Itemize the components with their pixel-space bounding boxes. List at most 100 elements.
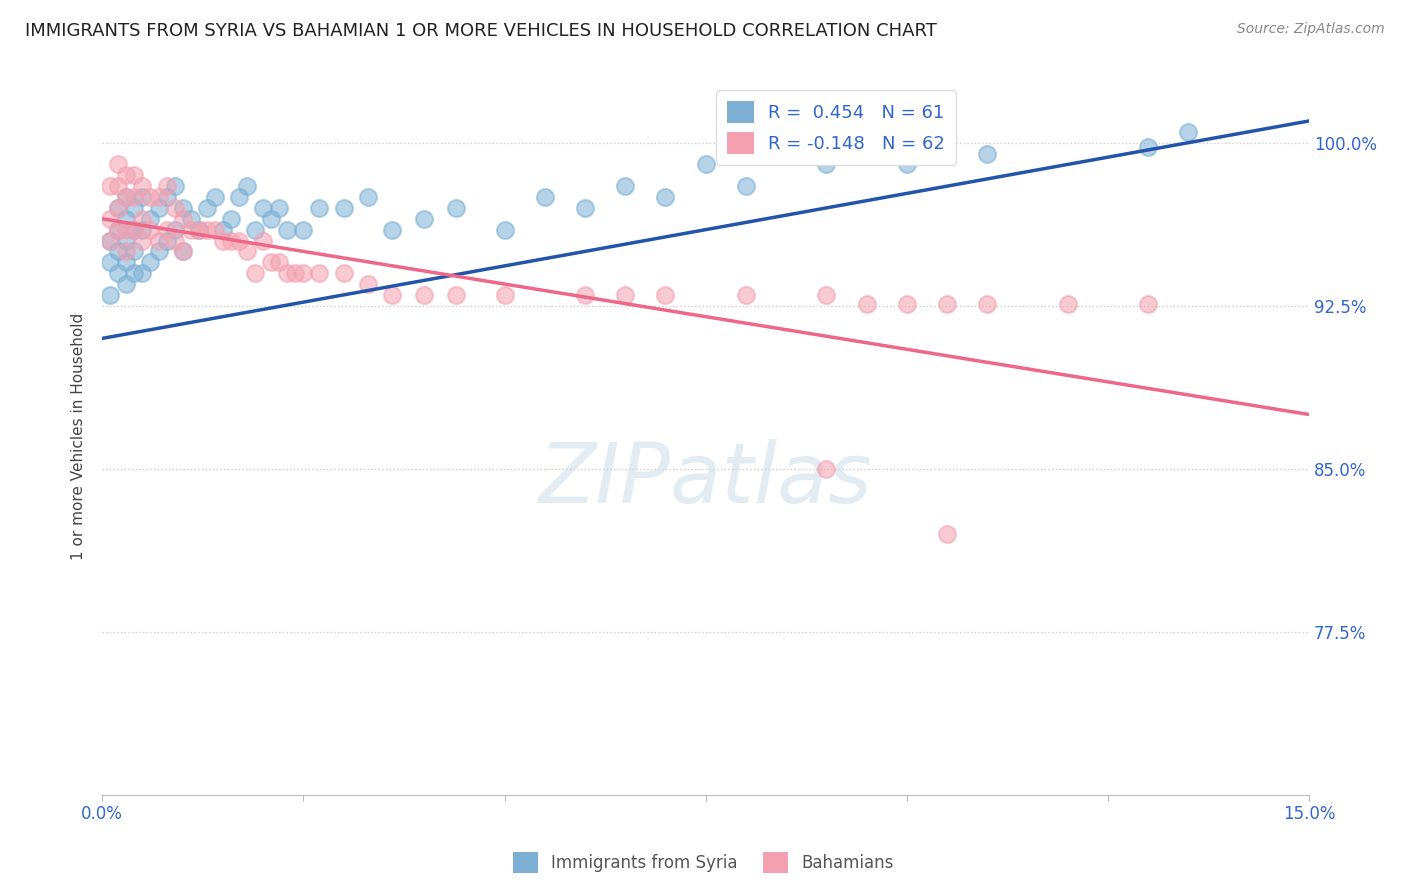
Point — [381, 222, 404, 236]
Point — [107, 222, 129, 236]
Point — [139, 190, 162, 204]
Point — [236, 244, 259, 259]
Point — [936, 296, 959, 310]
Point — [115, 222, 138, 236]
Point — [204, 222, 226, 236]
Point — [163, 179, 186, 194]
Point — [163, 222, 186, 236]
Point — [574, 201, 596, 215]
Point — [734, 288, 756, 302]
Point — [139, 211, 162, 226]
Point — [139, 255, 162, 269]
Point — [195, 222, 218, 236]
Point — [236, 179, 259, 194]
Point — [243, 266, 266, 280]
Legend: R =  0.454   N = 61, R = -0.148   N = 62: R = 0.454 N = 61, R = -0.148 N = 62 — [716, 90, 956, 165]
Point — [976, 296, 998, 310]
Point — [107, 201, 129, 215]
Point — [131, 234, 153, 248]
Point — [614, 179, 637, 194]
Point — [815, 462, 838, 476]
Point — [115, 255, 138, 269]
Point — [695, 157, 717, 171]
Point — [276, 222, 298, 236]
Point — [139, 222, 162, 236]
Point — [163, 201, 186, 215]
Point — [444, 201, 467, 215]
Point — [494, 288, 516, 302]
Point — [260, 255, 283, 269]
Point — [148, 201, 170, 215]
Point — [252, 201, 274, 215]
Point — [115, 190, 138, 204]
Point — [172, 244, 194, 259]
Point — [284, 266, 307, 280]
Point — [163, 234, 186, 248]
Point — [212, 234, 235, 248]
Point — [180, 211, 202, 226]
Point — [98, 288, 121, 302]
Point — [252, 234, 274, 248]
Point — [187, 222, 209, 236]
Point — [815, 157, 838, 171]
Point — [107, 266, 129, 280]
Point — [1177, 125, 1199, 139]
Point — [614, 288, 637, 302]
Text: Source: ZipAtlas.com: Source: ZipAtlas.com — [1237, 22, 1385, 37]
Point — [107, 244, 129, 259]
Point — [115, 277, 138, 291]
Point — [187, 222, 209, 236]
Point — [654, 190, 676, 204]
Point — [357, 277, 380, 291]
Point — [107, 179, 129, 194]
Point — [332, 201, 354, 215]
Point — [357, 190, 380, 204]
Point — [1137, 296, 1160, 310]
Point — [131, 190, 153, 204]
Point — [115, 211, 138, 226]
Point — [107, 222, 129, 236]
Point — [148, 190, 170, 204]
Point — [413, 211, 436, 226]
Point — [98, 234, 121, 248]
Point — [228, 234, 250, 248]
Point — [131, 179, 153, 194]
Point — [976, 146, 998, 161]
Point — [533, 190, 555, 204]
Point — [124, 201, 146, 215]
Point — [381, 288, 404, 302]
Point — [155, 190, 177, 204]
Point — [172, 201, 194, 215]
Point — [276, 266, 298, 280]
Point — [308, 266, 330, 280]
Point — [155, 234, 177, 248]
Point — [131, 266, 153, 280]
Point — [292, 222, 315, 236]
Point — [124, 244, 146, 259]
Point — [148, 244, 170, 259]
Point — [219, 234, 242, 248]
Point — [269, 255, 291, 269]
Point — [180, 222, 202, 236]
Point — [260, 211, 283, 226]
Point — [308, 201, 330, 215]
Point — [115, 169, 138, 183]
Point — [204, 190, 226, 204]
Point — [98, 179, 121, 194]
Point — [155, 179, 177, 194]
Point — [115, 234, 138, 248]
Point — [124, 222, 146, 236]
Point — [292, 266, 315, 280]
Point — [131, 211, 153, 226]
Point — [115, 244, 138, 259]
Point — [228, 190, 250, 204]
Point — [815, 288, 838, 302]
Text: IMMIGRANTS FROM SYRIA VS BAHAMIAN 1 OR MORE VEHICLES IN HOUSEHOLD CORRELATION CH: IMMIGRANTS FROM SYRIA VS BAHAMIAN 1 OR M… — [25, 22, 938, 40]
Point — [332, 266, 354, 280]
Point — [219, 211, 242, 226]
Point — [734, 179, 756, 194]
Point — [172, 211, 194, 226]
Point — [444, 288, 467, 302]
Y-axis label: 1 or more Vehicles in Household: 1 or more Vehicles in Household — [72, 312, 86, 560]
Point — [98, 255, 121, 269]
